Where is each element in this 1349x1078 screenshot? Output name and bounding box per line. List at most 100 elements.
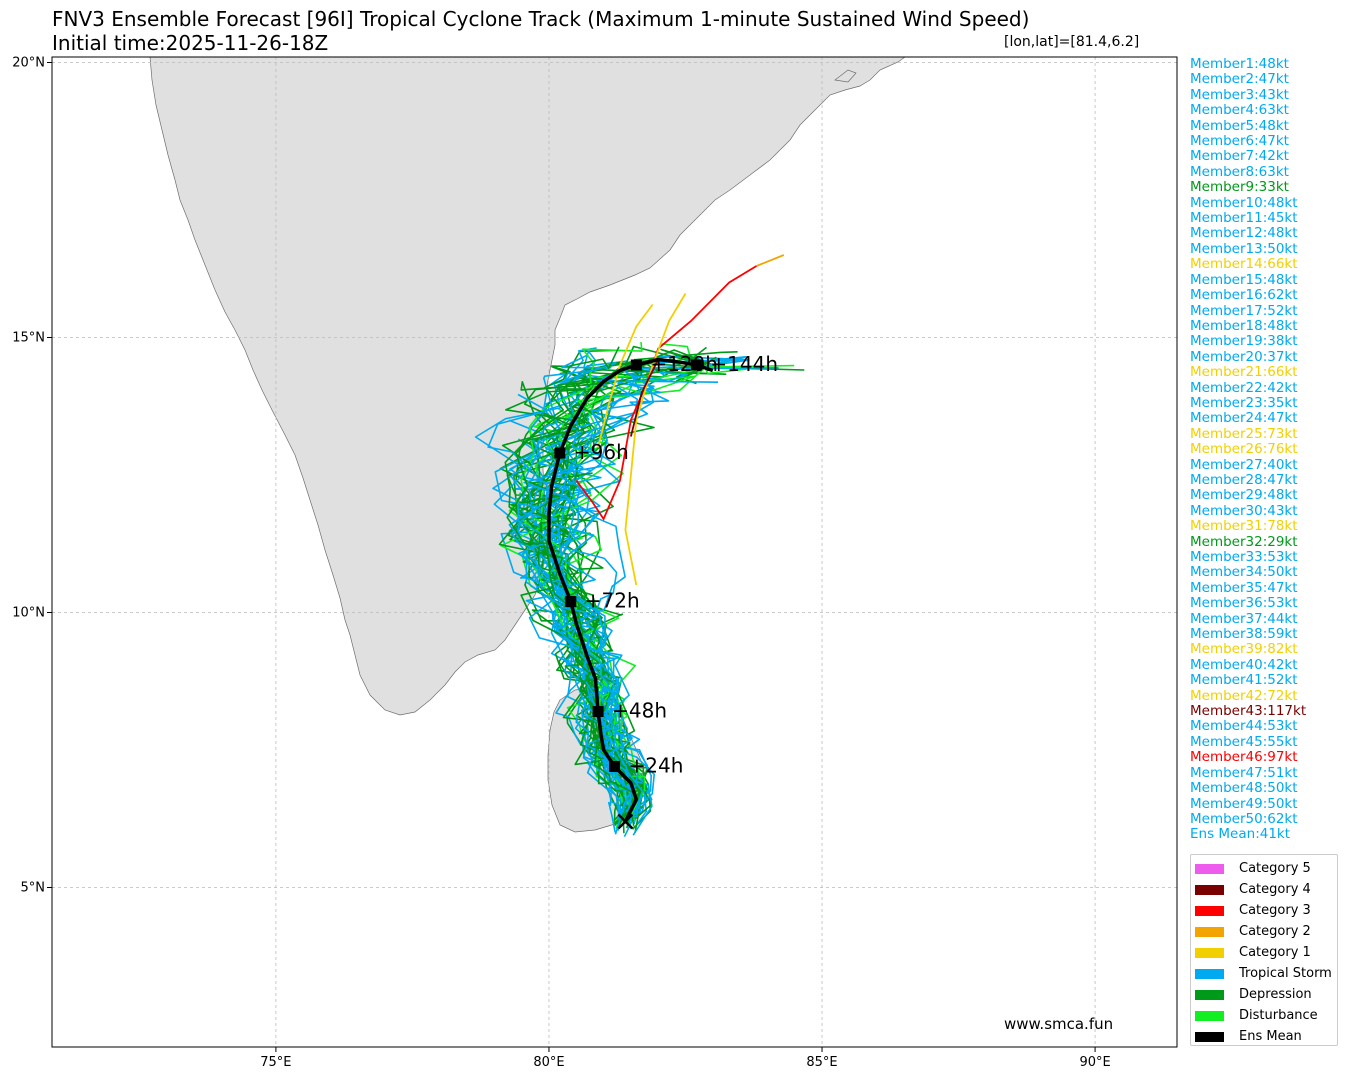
member-intensity-list: Member1:48kt Member2:47kt Member3:43kt Memb… (1190, 56, 1307, 843)
member-intensity-item: Member27:40kt (1190, 456, 1298, 473)
lat-tick-label: 20°N (12, 56, 45, 71)
legend-item: Category 5 (1191, 858, 1337, 879)
legend-label: Category 2 (1239, 924, 1311, 939)
chart-title: FNV3 Ensemble Forecast [96I] Tropical Cy… (52, 7, 1030, 31)
time-marker (630, 359, 642, 371)
axis-ticks: 75°E 80°E 85°E 90°E 20°N 15°N 10°N 5°N (12, 56, 1110, 1071)
member-intensity-item: Member24:47kt (1190, 410, 1298, 427)
member-intensity-item: Member15:48kt (1190, 271, 1298, 288)
legend-label: Depression (1239, 987, 1312, 1002)
member-track (487, 393, 635, 835)
member-intensity-item: Member16:62kt (1190, 287, 1298, 304)
legend-label: Category 4 (1239, 882, 1311, 897)
legend-label: Category 5 (1239, 861, 1311, 876)
member-intensity-item: Member19:38kt (1190, 333, 1298, 350)
time-marker-label: +144h (710, 352, 778, 376)
member-intensity-item: Member18:48kt (1190, 317, 1298, 334)
legend-swatch (1195, 947, 1224, 958)
map-frame (51, 56, 1178, 1048)
legend-item: Depression (1191, 984, 1337, 1005)
time-marker-label: +24h (629, 754, 684, 778)
lat-tick-label: 10°N (12, 606, 45, 621)
member-track (630, 359, 660, 437)
legend-item: Category 4 (1191, 879, 1337, 900)
time-marker (554, 447, 566, 459)
member-intensity-item: Member10:48kt (1190, 194, 1298, 211)
member-track (492, 354, 638, 819)
legend-swatch (1195, 863, 1224, 874)
legend-label: Category 1 (1239, 945, 1311, 960)
member-intensity-item: Member11:45kt (1190, 210, 1298, 227)
member-intensity-item: Member1:48kt (1190, 56, 1289, 72)
member-track (506, 346, 640, 815)
member-intensity-item: Member5:48kt (1190, 117, 1289, 134)
legend-item: Category 2 (1191, 921, 1337, 942)
time-marker-label: +120h (650, 352, 718, 376)
legend-swatch (1195, 1010, 1224, 1021)
legend-item: Ens Mean (1191, 1026, 1337, 1047)
gridlines (52, 57, 1177, 1047)
lon-tick-label: 80°E (533, 1055, 564, 1070)
member-intensity-item: Member40:42kt (1190, 656, 1298, 673)
lat-tick-label: 15°N (12, 331, 45, 346)
member-intensity-item: Member41:52kt (1190, 672, 1298, 689)
member-intensity-item: Member32:29kt (1190, 533, 1298, 550)
member-intensity-item: Member33:53kt (1190, 549, 1298, 565)
india-landmass (149, 57, 906, 716)
initial-time-subtitle: Initial time:2025-11-26-18Z (52, 31, 329, 55)
lon-tick-label: 85°E (806, 1055, 837, 1070)
member-intensity-item: Member17:52kt (1190, 302, 1298, 319)
legend-label: Tropical Storm (1239, 966, 1332, 981)
legend-swatch (1195, 926, 1224, 937)
member-intensity-item: Member8:63kt (1190, 163, 1289, 180)
lon-tick-label: 90°E (1079, 1055, 1110, 1070)
legend-swatch (1195, 989, 1224, 1000)
member-intensity-item: Member46:97kt (1190, 749, 1298, 766)
legend-item: Disturbance (1191, 1005, 1337, 1026)
member-intensity-item: Member42:72kt (1190, 687, 1298, 704)
member-intensity-item: Member22:42kt (1190, 379, 1298, 396)
member-intensity-item: Member21:66kt (1190, 364, 1298, 381)
member-intensity-item: Member36:53kt (1190, 595, 1298, 612)
member-intensity-item: Member39:82kt (1190, 641, 1298, 658)
member-intensity-item: Member2:47kt (1190, 71, 1289, 88)
member-intensity-item: Ens Mean:41kt (1190, 826, 1291, 843)
member-track (525, 451, 616, 833)
member-intensity-item: Member25:73kt (1190, 425, 1298, 442)
member-intensity-item: Member45:55kt (1190, 733, 1298, 750)
time-marker-label: +72h (585, 589, 640, 613)
time-marker-label: +96h (574, 440, 629, 464)
member-intensity-item: Member43:117kt (1190, 703, 1307, 720)
member-track (507, 472, 641, 817)
time-marker (609, 761, 620, 772)
start-marker (617, 813, 634, 830)
member-intensity-item: Member31:78kt (1190, 518, 1298, 535)
member-intensity-item: Member49:50kt (1190, 795, 1298, 812)
legend-item: Category 1 (1191, 942, 1337, 963)
island-shape (834, 69, 857, 83)
member-intensity-item: Member50:62kt (1190, 810, 1298, 827)
legend-label: Disturbance (1239, 1008, 1318, 1023)
member-intensity-item: Member14:66kt (1190, 256, 1298, 273)
member-track (516, 497, 637, 813)
member-intensity-item: Member38:59kt (1190, 626, 1298, 643)
member-intensity-item: Member37:44kt (1190, 610, 1298, 627)
member-intensity-item: Member30:43kt (1190, 502, 1298, 519)
member-intensity-item: Member13:50kt (1190, 240, 1298, 257)
member-intensity-item: Member48:50kt (1190, 780, 1298, 797)
member-track (624, 293, 687, 586)
time-marker (592, 706, 604, 717)
legend-swatch (1195, 1031, 1224, 1042)
legend-label: Category 3 (1239, 903, 1311, 918)
member-intensity-item: Member34:50kt (1190, 564, 1298, 581)
time-marker (690, 359, 702, 371)
member-track (523, 413, 633, 817)
watermark-text: www.smca.fun (1004, 1015, 1113, 1033)
member-intensity-item: Member9:33kt (1190, 179, 1289, 196)
member-track (597, 303, 654, 448)
lon-tick-label: 75°E (260, 1055, 291, 1070)
member-intensity-item: Member35:47kt (1190, 579, 1298, 596)
member-intensity-item: Member47:51kt (1190, 764, 1298, 781)
lat-tick-label: 5°N (21, 881, 46, 896)
